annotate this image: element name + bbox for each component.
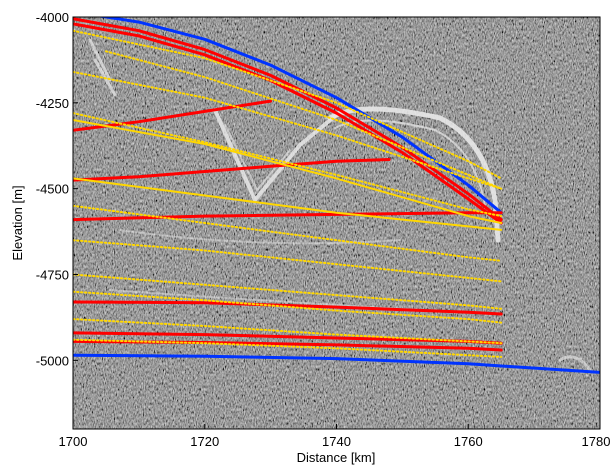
series-line-18 xyxy=(73,273,503,310)
series-line-2 xyxy=(73,17,503,222)
y-axis: -4000 -4250 -4500 -4750 -5000 xyxy=(36,10,78,368)
series-layer xyxy=(73,17,600,374)
x-axis-label: Distance [km] xyxy=(297,450,376,465)
y-axis-label: Elevation [m] xyxy=(10,185,25,260)
series-line-20 xyxy=(73,318,503,345)
series-line-16 xyxy=(73,204,503,262)
bright-reflector-surface-inner xyxy=(334,119,486,206)
y-tick-label-4: -5000 xyxy=(36,353,69,368)
series-line-12 xyxy=(73,29,503,180)
x-tick-label-0: 1700 xyxy=(59,434,88,449)
bright-reflector-right xyxy=(558,355,592,372)
series-line-7 xyxy=(73,300,503,316)
radargram-background xyxy=(73,17,600,429)
y-tick-label-0: -4000 xyxy=(36,10,69,25)
series-line-15 xyxy=(73,112,503,218)
bright-reflector-v xyxy=(213,108,342,204)
y-tick-label-3: -4750 xyxy=(36,268,69,283)
series-line-11 xyxy=(73,177,503,231)
series-line-8 xyxy=(73,331,503,345)
x-axis: 1700 1720 1740 1760 1780 xyxy=(59,424,611,449)
series-line-14 xyxy=(73,70,503,190)
x-tick-label-4: 1780 xyxy=(582,434,611,449)
y-tick-label-1: -4250 xyxy=(36,96,69,111)
series-line-13 xyxy=(104,50,503,190)
series-line-0 xyxy=(96,17,503,215)
series-line-10 xyxy=(73,119,503,224)
x-tick-label-2: 1740 xyxy=(322,434,351,449)
y-tick-label-2: -4500 xyxy=(36,182,69,197)
series-line-5 xyxy=(73,158,391,182)
series-line-17 xyxy=(73,239,503,283)
series-line-1 xyxy=(73,353,600,374)
series-line-21 xyxy=(73,338,503,358)
series-line-19 xyxy=(73,290,503,324)
series-line-3 xyxy=(73,22,503,225)
x-tick-label-1: 1720 xyxy=(190,434,219,449)
x-tick-label-3: 1760 xyxy=(454,434,483,449)
